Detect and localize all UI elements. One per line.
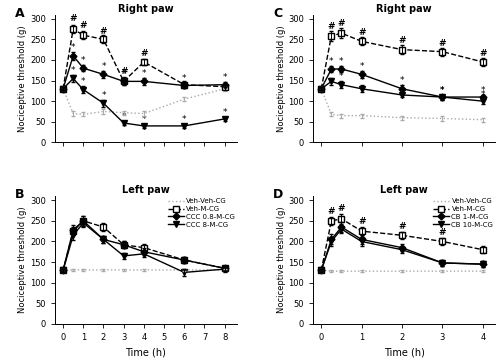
Text: #: # [328,22,335,31]
Text: *: * [329,69,334,78]
Text: #: # [100,27,107,36]
Text: *: * [440,86,444,95]
Text: *: * [339,57,344,66]
Text: *: * [101,62,105,71]
Text: *: * [142,115,146,124]
Text: #: # [438,39,446,48]
Text: #: # [398,222,406,231]
Text: #: # [70,14,77,23]
Text: *: * [480,90,485,99]
Text: #: # [358,217,366,226]
Text: *: * [222,108,227,117]
Text: #: # [140,49,147,58]
Title: Left paw: Left paw [380,185,428,195]
Text: D: D [273,189,283,201]
Text: B: B [15,189,24,201]
Text: *: * [81,56,86,65]
Text: *: * [440,86,444,95]
Text: A: A [15,7,24,20]
Text: *: * [360,76,364,86]
Text: *: * [71,43,76,52]
Title: Right paw: Right paw [118,4,174,14]
Text: #: # [120,67,128,76]
Text: *: * [339,72,344,82]
Title: Right paw: Right paw [376,4,432,14]
Text: #: # [80,21,87,30]
Text: *: * [81,77,86,86]
Text: *: * [400,76,404,86]
Text: *: * [142,69,146,78]
Text: *: * [480,86,485,95]
Text: C: C [273,7,282,20]
Legend: Veh-Veh-CG, Veh-M-CG, CCC 0.8-M-CG, CCC 8-M-CG: Veh-Veh-CG, Veh-M-CG, CCC 0.8-M-CG, CCC … [168,198,235,228]
X-axis label: Time (h): Time (h) [384,348,424,357]
Text: *: * [122,112,126,121]
X-axis label: Time (h): Time (h) [126,348,166,357]
Text: *: * [400,83,404,92]
Text: *: * [122,69,126,78]
Text: #: # [479,49,486,58]
Text: *: * [71,66,76,75]
Text: *: * [182,115,186,124]
Y-axis label: Nociceptive threshold (g): Nociceptive threshold (g) [276,207,285,313]
Text: *: * [360,62,364,71]
Text: #: # [438,228,446,237]
Text: *: * [101,91,105,100]
Text: *: * [182,74,186,83]
Y-axis label: Nociceptive threshold (g): Nociceptive threshold (g) [18,207,28,313]
Text: #: # [338,205,345,213]
Legend: Veh-Veh-CG, Veh-M-CG, CB 1-M-CG, CB 10-M-CG: Veh-Veh-CG, Veh-M-CG, CB 1-M-CG, CB 10-M… [434,198,494,228]
Text: #: # [338,19,345,28]
Text: *: * [329,57,334,66]
Y-axis label: Nociceptive threshold (g): Nociceptive threshold (g) [18,25,28,132]
Text: #: # [358,28,366,37]
Y-axis label: Nociceptive threshold (g): Nociceptive threshold (g) [276,25,285,132]
Text: #: # [398,36,406,46]
Text: *: * [222,73,227,82]
Text: #: # [328,207,335,216]
Title: Left paw: Left paw [122,185,170,195]
